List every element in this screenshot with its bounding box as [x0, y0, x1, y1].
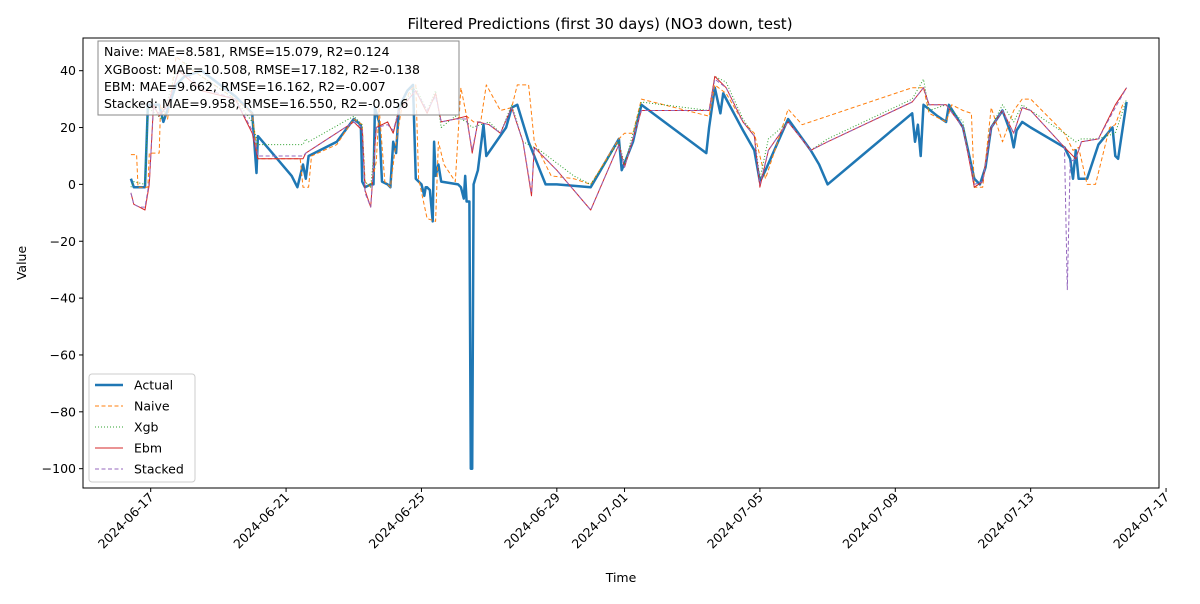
plot-frame — [82, 37, 1160, 489]
metrics-box: Naive: MAE=8.581, RMSE=15.079, R2=0.124 … — [97, 40, 460, 116]
legend-label-xgb: Xgb — [134, 420, 158, 435]
series-line-naive — [130, 56, 1125, 222]
y-tick-label: −20 — [50, 234, 76, 249]
y-tick-label: −40 — [50, 291, 76, 306]
metrics-line-ebm: EBM: MAE=9.662, RMSE=16.162, R2=-0.007 — [104, 79, 386, 94]
x-axis-label: Time — [605, 570, 637, 585]
series-line-stacked — [130, 67, 1128, 291]
y-tick-label: 40 — [60, 63, 76, 78]
y-tick-label: −60 — [50, 347, 76, 362]
y-tick-label: 20 — [60, 120, 76, 135]
chart-title: Filtered Predictions (first 30 days) (NO… — [407, 15, 792, 33]
y-axis: 40 20 0 −20 −40 −60 −80 −100 — [42, 63, 83, 476]
metrics-line-xgboost: XGBoost: MAE=10.508, RMSE=17.182, R2=-0.… — [104, 62, 420, 77]
legend-label-actual: Actual — [134, 378, 173, 393]
x-tick-label: 2024-06-25 — [366, 490, 428, 552]
legend-label-naive: Naive — [134, 399, 170, 414]
x-tick-label: 2024-06-17 — [95, 490, 157, 552]
metrics-line-naive: Naive: MAE=8.581, RMSE=15.079, R2=0.124 — [104, 44, 390, 59]
x-tick-label: 2024-07-05 — [704, 490, 766, 552]
legend-label-stacked: Stacked — [134, 462, 184, 477]
legend-frame — [88, 373, 196, 483]
legend-label-ebm: Ebm — [134, 441, 162, 456]
x-tick-label: 2024-07-13 — [975, 490, 1037, 552]
y-tick-label: −80 — [50, 404, 76, 419]
series-line-actual — [129, 69, 1128, 470]
x-tick-label: 2024-07-09 — [839, 489, 901, 551]
y-tick-label: −100 — [42, 461, 76, 476]
metrics-box-frame — [97, 40, 460, 116]
y-tick-label: 0 — [68, 177, 76, 192]
y-axis-label: Value — [14, 246, 29, 281]
x-tick-label: 2024-07-17 — [1110, 490, 1172, 552]
x-axis: 2024-06-17 2024-06-21 2024-06-25 2024-06-29… — [95, 488, 1172, 551]
legend: Actual Naive Xgb Ebm Stacked — [88, 373, 196, 483]
x-tick-label: 2024-06-21 — [230, 490, 292, 552]
x-tick-label: 2024-07-01 — [569, 490, 631, 552]
series-layer — [129, 56, 1128, 470]
metrics-line-stacked: Stacked: MAE=9.958, RMSE=16.550, R2=-0.0… — [104, 96, 408, 111]
x-tick-label: 2024-06-29 — [501, 489, 563, 551]
